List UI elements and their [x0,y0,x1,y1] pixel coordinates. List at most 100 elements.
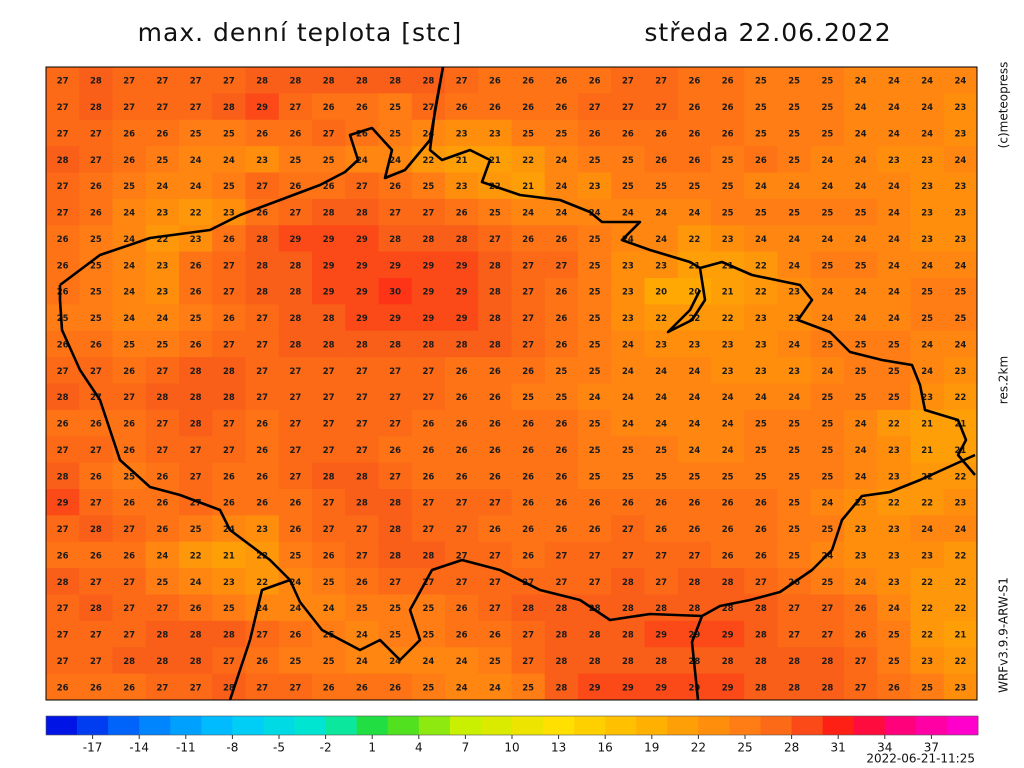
temperature-cell [212,119,246,147]
temperature-value: 24 [788,182,800,192]
temperature-value: 25 [356,604,368,614]
temperature-cell [312,198,346,226]
copyright-label: (c)meteopress [997,62,1011,149]
temperature-value: 22 [921,604,933,614]
temperature-value: 25 [589,472,601,482]
temperature-cell [245,515,280,543]
temperature-cell [511,67,546,94]
temperature-value: 27 [90,631,102,641]
temperature-cell [478,67,512,94]
temperature-cell [910,93,945,121]
temperature-value: 28 [688,604,700,614]
temperature-value: 26 [489,525,501,535]
temperature-value: 26 [123,156,135,166]
temperature-cell [145,357,180,384]
temperature-value: 28 [356,209,368,219]
temperature-value: 28 [655,657,667,667]
temperature-cell [578,146,612,173]
temperature-value: 27 [323,525,335,535]
temperature-value: 28 [788,657,800,667]
temperature-cell [378,515,413,543]
temperature-value: 22 [954,393,966,403]
temperature-value: 28 [755,604,767,614]
temperature-cell [511,251,546,279]
temperature-value: 26 [90,182,102,192]
colorbar-tick-label: 22 [691,741,706,755]
temperature-cell [644,146,679,173]
temperature-cell [511,278,546,305]
temperature-value: 28 [289,261,301,271]
temperature-value: 27 [489,235,501,245]
temperature-value: 23 [855,499,867,509]
temperature-value: 26 [522,367,534,377]
temperature-value: 25 [821,261,833,271]
temperature-cell [810,251,845,279]
temperature-cell [46,172,80,200]
temperature-value: 25 [190,314,202,324]
temperature-value: 26 [555,525,567,535]
temperature-cell [578,647,612,675]
temperature-value: 25 [788,209,800,219]
temperature-value: 23 [456,129,468,139]
temperature-value: 28 [821,683,833,693]
temperature-value: 25 [788,420,800,430]
temperature-value: 26 [522,551,534,561]
temperature-cell [445,357,479,384]
temperature-value: 26 [555,235,567,245]
temperature-value: 21 [522,182,534,192]
temperature-cell [145,462,180,490]
temperature-cell [777,515,812,543]
temperature-value: 23 [788,314,800,324]
temperature-value: 24 [855,156,867,166]
temperature-cell [877,620,911,648]
temperature-cell [79,330,113,358]
temperature-cell [445,93,479,121]
temperature-cell [544,409,579,437]
temperature-value: 25 [289,657,301,667]
temperature-value: 26 [555,446,567,456]
temperature-cell [46,462,80,490]
temperature-value: 25 [855,367,867,377]
temperature-cell [378,198,413,226]
temperature-cell [79,594,113,622]
temperature-cell [245,67,280,94]
colorbar-segment [884,716,917,735]
temperature-value: 25 [821,446,833,456]
temperature-cell [278,225,313,253]
temperature-cell [179,409,213,437]
temperature-cell [212,436,246,464]
temperature-cell [478,251,512,279]
temperature-value: 24 [888,314,900,324]
temperature-value: 27 [522,657,534,667]
temperature-value: 25 [422,182,434,192]
temperature-value: 22 [888,420,900,430]
temperature-value: 29 [289,235,301,245]
temperature-value: 25 [289,551,301,561]
temperature-cell [179,462,213,490]
temperature-cell [179,673,213,701]
temperature-cell [212,568,246,595]
temperature-cell [644,673,679,701]
temperature-value: 27 [190,77,202,87]
temperature-value: 25 [755,103,767,113]
temperature-value: 21 [223,551,235,561]
temperature-value: 20 [688,288,700,298]
temperature-cell [378,357,413,384]
temperature-cell [478,383,512,411]
temperature-cell [145,515,180,543]
temperature-cell [345,330,379,358]
temperature-cell [179,647,213,675]
temperature-cell [877,304,911,332]
temperature-cell [777,594,812,622]
temperature-cell [744,330,778,358]
temperature-value: 27 [323,393,335,403]
temperature-cell [511,198,546,226]
temperature-value: 25 [323,578,335,588]
temperature-value: 26 [589,77,601,87]
temperature-cell [112,119,147,147]
temperature-value: 25 [788,77,800,87]
temperature-cell [445,119,479,147]
temperature-value: 25 [755,446,767,456]
temperature-cell [677,330,712,358]
temperature-cell [677,541,712,569]
